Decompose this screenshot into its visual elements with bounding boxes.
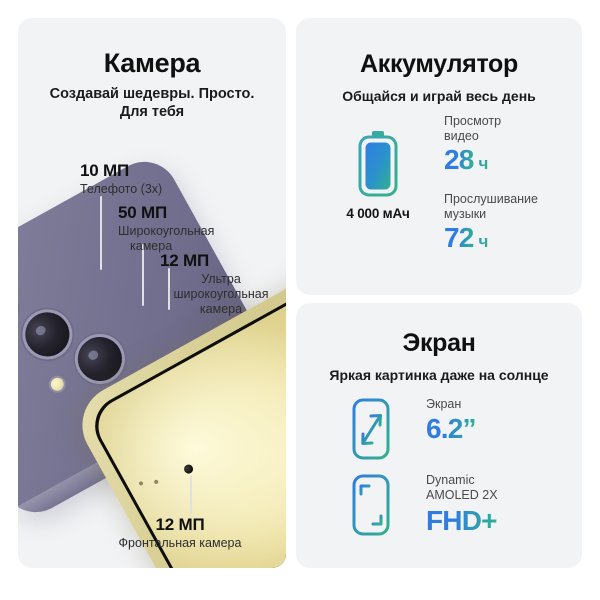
callout-ultrawide-label-line3: камера bbox=[199, 301, 243, 316]
screen-resolution-icon bbox=[352, 474, 390, 536]
callout-front-label: Фронтальная камера bbox=[118, 535, 242, 550]
flash-icon bbox=[48, 375, 67, 394]
battery-spec-video-value: 28 bbox=[444, 144, 474, 175]
screen-resolution-text: Dynamic AMOLED 2X FHD+ bbox=[426, 473, 576, 536]
battery-card-subtitle: Общайся и играй весь день bbox=[342, 88, 536, 104]
battery-spec-video-label-line1: Просмотр bbox=[444, 114, 502, 128]
screen-resolution-row: Dynamic AMOLED 2X FHD+ bbox=[350, 471, 570, 549]
callout-wide-value: 50 МП bbox=[118, 203, 168, 222]
camera-card-title: Камера bbox=[103, 48, 201, 78]
battery-spec-music-value: 72 bbox=[444, 221, 474, 253]
battery-spec-video: Просмотр видео 28 ч bbox=[444, 114, 576, 176]
screen-card-title: Экран bbox=[402, 329, 476, 357]
callout-wide: 50 МП Широкоугольная камера bbox=[118, 204, 268, 254]
battery-spec-music-label-line1: Прослушивание bbox=[444, 191, 538, 206]
screen-size-row: Экран 6.2” bbox=[350, 395, 570, 473]
leader-line-wide bbox=[142, 244, 144, 306]
callout-ultrawide-label-line1: Ультра bbox=[201, 271, 241, 286]
screen-size-label: Экран bbox=[426, 397, 462, 411]
callout-telephoto: 10 МП Телефото (3x) bbox=[80, 162, 230, 197]
callout-ultrawide-label-line2: широкоугольная bbox=[173, 286, 269, 301]
screen-size-text: Экран 6.2” bbox=[426, 397, 576, 445]
battery-spec-music-value-row: 72 ч bbox=[444, 222, 576, 254]
camera-subtitle-line1: Создавай шедевры. Просто. bbox=[49, 86, 255, 102]
camera-subtitle-line2: Для тебя bbox=[119, 103, 185, 120]
wide-lens-icon bbox=[18, 304, 78, 365]
battery-icon bbox=[358, 131, 398, 197]
battery-capacity-block: 4 000 мАч bbox=[318, 128, 438, 221]
callout-ultrawide-value: 12 МП bbox=[160, 251, 210, 270]
callout-wide-label-line2: камера bbox=[130, 238, 173, 253]
battery-spec-music: Прослушивание музыки 72 ч bbox=[444, 192, 576, 254]
callout-telephoto-label: Телефото (3x) bbox=[80, 181, 163, 196]
battery-spec-video-value-row: 28 ч bbox=[444, 144, 576, 176]
battery-spec-video-label-line2: видео bbox=[444, 129, 479, 143]
callout-front-value: 12 МП bbox=[155, 515, 205, 534]
leader-line-front bbox=[190, 476, 192, 514]
camera-card-subtitle: Создавай шедевры. Просто. Для тебя bbox=[18, 86, 286, 121]
screen-resolution-label-line2: AMOLED 2X bbox=[426, 488, 498, 503]
callout-telephoto-value: 10 МП bbox=[80, 161, 130, 180]
camera-card: Камера Создавай шедевры. Просто. Для теб… bbox=[18, 18, 286, 568]
leader-line-ultrawide bbox=[168, 268, 170, 310]
battery-card: Аккумулятор Общайся и играй весь день bbox=[296, 18, 582, 295]
screen-size-icon-wrap bbox=[350, 397, 396, 463]
battery-spec-video-unit: ч bbox=[478, 154, 489, 173]
screen-size-value: 6.2” bbox=[426, 413, 477, 445]
battery-card-title: Аккумулятор bbox=[359, 50, 519, 78]
callout-wide-label-line1: Широкоугольная bbox=[118, 223, 215, 238]
screen-size-icon bbox=[352, 398, 390, 460]
screen-resolution-icon-wrap bbox=[350, 473, 396, 539]
telephoto-lens-icon bbox=[18, 281, 22, 337]
battery-specs-list: Просмотр видео 28 ч Прослушивание музыки … bbox=[444, 114, 576, 270]
screen-card: Экран Яркая картинка даже на солнце bbox=[296, 303, 582, 568]
callout-ultrawide: 12 МП Ультра широкоугольная камера bbox=[160, 252, 282, 317]
screen-resolution-value: FHD+ bbox=[426, 504, 497, 536]
battery-spec-music-unit: ч bbox=[478, 231, 489, 251]
battery-content-row: 4 000 мАч Просмотр видео 28 ч Прослушиван… bbox=[296, 114, 582, 284]
screen-resolution-label-line1: Dynamic bbox=[426, 473, 475, 487]
screen-card-subtitle: Яркая картинка даже на солнце bbox=[329, 367, 549, 383]
leader-line-telephoto bbox=[100, 196, 102, 270]
callout-front: 12 МП Фронтальная камера bbox=[70, 516, 290, 551]
battery-spec-music-label-line2: музыки bbox=[444, 206, 487, 221]
battery-capacity-value: 4 000 мАч bbox=[346, 206, 410, 221]
